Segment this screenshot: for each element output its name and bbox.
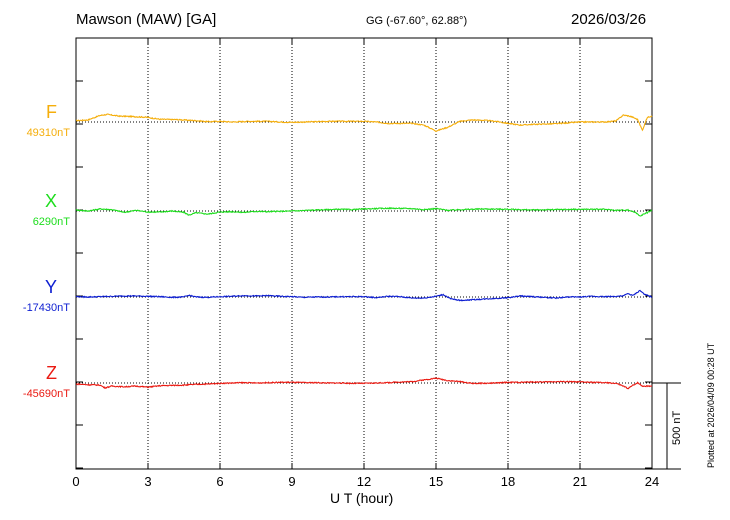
station-title: Mawson (MAW) [GA] (76, 11, 217, 28)
plot-date: 2026/03/26 (571, 11, 647, 28)
x-tick-label-0: 0 (72, 474, 80, 489)
x-tick-label-3: 3 (144, 474, 152, 489)
x-tick-label-9: 9 (288, 474, 296, 489)
scale-bar (652, 382, 681, 470)
x-tick-label-18: 18 (500, 474, 516, 489)
x-tick-label-15: 15 (428, 474, 444, 489)
station-coordinates: GG (-67.60°, 62.88°) (366, 15, 468, 27)
channel-Y-name: Y (44, 277, 57, 297)
data-traces (75, 113, 653, 390)
channel-Z-baseline-label: -45690nT (22, 388, 70, 400)
axis-ticks (75, 38, 653, 469)
trace-Z (76, 377, 653, 390)
x-axis-label: U T (hour) (330, 490, 394, 506)
scale-bar-label: 500 nT (671, 410, 683, 445)
channel-X-baseline-label: 6290nT (32, 216, 70, 228)
x-tick-label-24: 24 (644, 474, 660, 489)
plotted-timestamp: Plotted at 2026/04/09 00:28 UT (706, 342, 716, 468)
channel-F-baseline-label: 49310nT (26, 127, 70, 139)
trace-F (76, 113, 653, 133)
trace-X (75, 206, 653, 217)
x-tick-label-21: 21 (572, 474, 588, 489)
channel-X-name: X (44, 191, 57, 211)
trace-Y (75, 289, 653, 302)
channel-F-name: F (46, 102, 57, 122)
channel-Y-baseline-label: -17430nT (22, 302, 70, 314)
channel-Z-name: Z (46, 363, 57, 383)
vertical-gridlines (147, 38, 581, 469)
x-tick-label-12: 12 (356, 474, 372, 489)
x-tick-label-6: 6 (216, 474, 224, 489)
